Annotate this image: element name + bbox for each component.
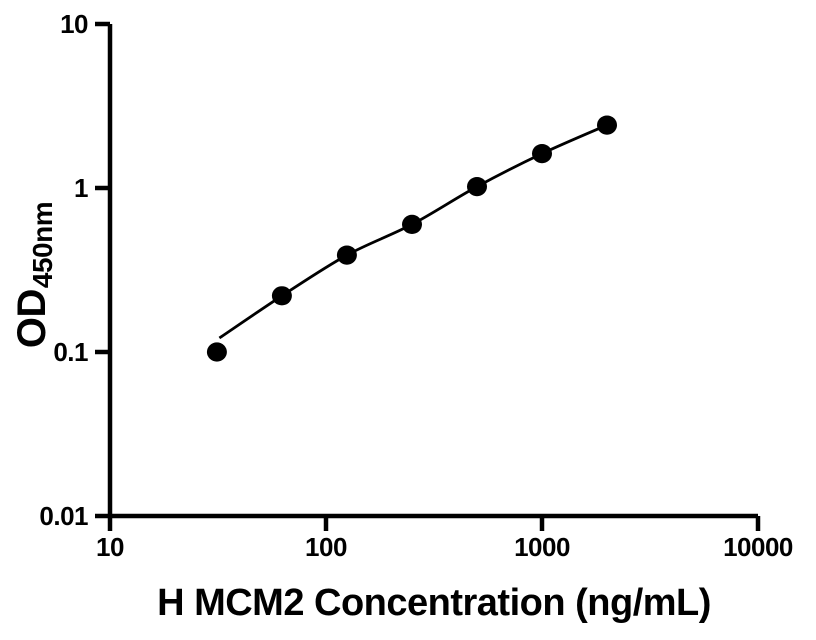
y-axis-title: OD450nm [10, 202, 58, 349]
data-point [597, 115, 617, 135]
data-point [532, 144, 552, 164]
data-point [206, 342, 227, 362]
y-tick-label: 0.01 [39, 501, 88, 531]
axis-spine [107, 24, 758, 519]
x-tick-label: 10000 [723, 532, 793, 562]
data-point [467, 177, 487, 197]
data-point [402, 214, 422, 234]
y-tick-label: 10 [60, 9, 88, 39]
data-point [271, 286, 292, 306]
y-tick-label: 1 [74, 173, 88, 203]
x-tick-label: 100 [305, 532, 347, 562]
y-axis-title-main: OD [10, 289, 54, 349]
x-tick-label: 1000 [514, 532, 570, 562]
x-axis-title: H MCM2 Concentration (ng/mL) [157, 582, 711, 624]
y-axis-title-subscript: 450nm [27, 201, 58, 289]
y-tick-label: 0.1 [53, 337, 88, 367]
data-point [336, 245, 357, 265]
x-tick-label: 10 [96, 532, 124, 562]
